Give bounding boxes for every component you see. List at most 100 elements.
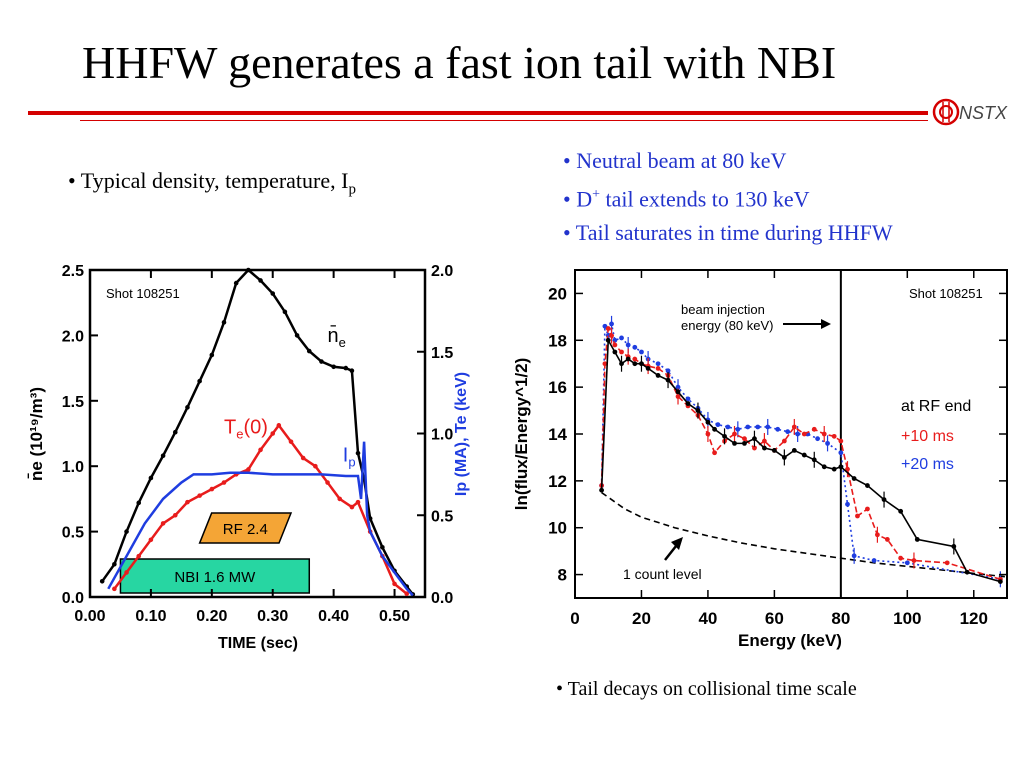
chart2-xtick-label: 120 [960,609,988,628]
bullet-typical-sub: p [348,181,356,198]
chart1-series-point [288,439,294,444]
chart2-series-point [762,438,767,444]
chart1-ytick-left-label: 2.0 [62,328,84,345]
chart2-ytick-label: 14 [548,425,567,444]
chart2-series-point [742,440,747,446]
chart2-series-point [732,440,737,446]
chart2-series-point [705,419,711,425]
chart1-series-point [197,493,202,498]
chart2-series-point [811,457,817,463]
chart1-series-point [221,480,227,485]
bullet-typical-text: • Typical density, temperature, I [68,168,349,193]
chart1-series-point [337,496,343,502]
chart2-series-point [742,436,747,442]
chart1-series-point [172,429,178,435]
chart2-series-point [675,384,681,390]
chart2-xtick-label: 60 [765,609,784,628]
chart1-series-point [136,500,142,506]
chart1-series-point [99,579,105,584]
chart1-ytick-left-label: 0.5 [62,525,84,542]
chart1-series-point [258,447,263,453]
chart2-xtick-label: 80 [831,609,850,628]
chart2-series-point [775,426,781,432]
chart1-series-point [160,521,166,526]
chart1-series-point [246,467,251,472]
chart2-series-point [791,448,797,453]
chart1-series-point [185,405,190,410]
chart1-xtick-label: 0.30 [257,608,288,625]
bullet-typical: • Typical density, temperature, Ip [68,168,356,198]
chart2-series-point [632,344,638,350]
chart2-count-label: 1 count level [623,566,702,582]
bullets-right: • Neutral beam at 80 keV • D+ tail exten… [563,144,893,250]
chart2-series-point [619,361,624,367]
chart1-series-point [148,475,154,481]
title-rule-thin [80,120,928,121]
chart1-series-line [107,441,414,597]
chart2-series-point [845,466,850,472]
chart1-series-point [276,423,282,428]
chart1-series-point [270,291,276,296]
chart1-ytick-right-label: 0.5 [431,508,453,525]
chart2-legend-red: +10 ms [901,428,954,445]
chart2-series-point [904,560,910,566]
chart2-series-point [831,433,837,439]
chart2-legend-title: at RF end [901,398,971,415]
chart2-series-point [655,366,661,371]
chart1-series-point [380,544,385,550]
chart2-series-point [735,426,741,432]
chart2-legend-blue: +20 ms [901,456,954,473]
chart2-series-point [605,326,611,331]
title-rule-thick [28,111,928,115]
chart1-shot-label: Shot 108251 [106,286,180,301]
chart2-series-point [725,424,731,430]
chart2-series-point [685,401,691,406]
chart2-series-point [712,450,717,456]
chart1-series-point [233,280,239,286]
chart1-rf-box [198,512,293,544]
chart1-ytick-right-label: 2.0 [431,263,453,280]
chart2-xtick-label: 0 [570,609,579,628]
chart2-series-point [712,426,717,432]
chart2-series-point [914,537,920,542]
chart1-ytick-left-label: 1.0 [62,459,84,476]
chart1-ylabel-left: n̄e (10¹⁹/m³) [27,387,46,481]
chart2-series-point [815,436,820,442]
chart2-xtick-label: 40 [698,609,717,628]
chart2-series-point [811,426,817,432]
chart2-series-point [619,349,624,355]
chart1-nbi-box [119,558,311,594]
chart1-xtick-label: 0.00 [74,608,105,625]
chart2-series-point [609,333,614,338]
chart1-label-ne: n̄e [328,324,346,350]
chart1-ylabel-right: Ip (MA), Te (keV) [453,372,470,496]
chart2-series-point [845,501,850,507]
chart2-series-point [898,555,904,561]
chart2-series-point [645,366,651,371]
bullet-d-tail-sup: + [592,187,600,202]
chart2-series-point [871,558,877,563]
chart2-series-point [665,368,671,374]
chart-time-traces: RF 2.4 NBI 1.6 MW 0.00 0.10 0.20 0.30 0.40 0.5… [27,263,470,652]
chart2-beam-label-2: energy (80 keV) [681,318,774,333]
chart2-series-point [821,464,827,470]
bullet-d-tail: • D+ tail extends to 130 keV [563,178,893,216]
chart1-series-point [221,320,227,325]
chart1-series-point [404,591,410,597]
chart2-series-point [755,424,761,430]
chart2-series-point [785,429,791,435]
chart2-series-point [997,579,1003,584]
chart2-series-point [715,422,721,428]
chart1-series-point [355,450,361,456]
bullet-neutral-beam: • Neutral beam at 80 keV [563,148,787,173]
chart1-series-point [112,562,117,567]
chart1-xtick-label: 0.10 [135,608,166,625]
chart2-series-point [821,431,827,437]
chart1-series-point [392,581,397,587]
chart1-series-point [349,504,355,510]
chart1-series-point [331,364,336,370]
chart1-series-point [136,553,142,559]
chart2-series-point [801,431,807,437]
chart1-series-point [112,586,117,592]
chart2-series-point [639,361,644,367]
